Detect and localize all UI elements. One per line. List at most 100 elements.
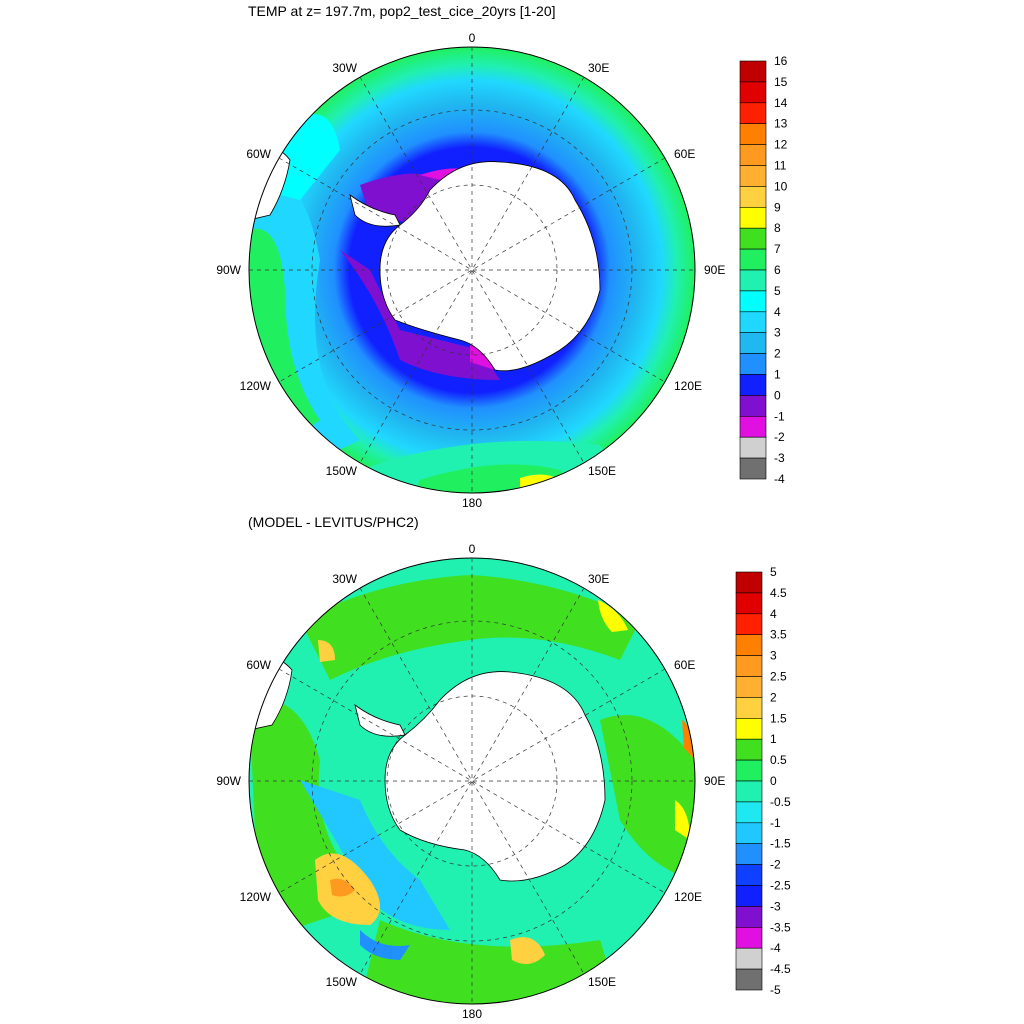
colorbar-label: 4 [770,607,777,621]
lon-label-30w: 30W [332,61,357,75]
colorbar-label: -3 [774,451,785,465]
colorbar-label: 2 [770,690,777,704]
colorbar-label: 0 [774,388,781,402]
colorbar-label: 5 [774,284,781,298]
colorbar-swatch [739,332,767,354]
colorbar-swatch [735,780,763,803]
colorbar-swatch [735,676,763,698]
colorbar-swatch [739,165,767,187]
lon-label-30e: 30E [588,572,609,586]
colorbar-label: -4 [774,472,785,486]
colorbar-swatch [739,186,767,208]
colorbar-swatch [739,290,767,313]
bottom-longitude-labels: 0 180 90W 90E 30W 30E 60W 60E 120W 120E … [216,542,725,1021]
colorbar-label: -2.5 [770,879,791,893]
antarctica-top [379,161,601,372]
colorbar-label: 11 [774,159,787,173]
colorbar-swatch [735,738,763,761]
lon-label-60e: 60E [674,658,695,672]
colorbar-swatch [735,947,763,970]
lon-label-150e: 150E [588,464,616,478]
lon-label-0: 0 [469,31,476,45]
colorbar-label: 3.5 [770,628,787,642]
lon-label-90w: 90W [216,263,241,277]
lon-label-120e: 120E [674,379,702,393]
colorbar-swatch [735,759,763,782]
lon-label-180: 180 [462,1007,482,1021]
colorbar-swatch [739,102,767,125]
colorbar-label: -1.5 [770,837,791,851]
colorbar-swatch [739,81,767,104]
colorbar-label: 8 [774,221,781,235]
colorbar-label: 16 [774,54,788,68]
colorbar-label: -0.5 [770,795,791,809]
colorbar-label: 1.5 [770,711,787,725]
colorbar-swatch [735,634,763,656]
bottom-panel-title: (MODEL - LEVITUS/PHC2) [248,514,419,530]
colorbar-label: 12 [774,138,788,152]
colorbar-swatch [739,374,767,396]
colorbar-label: 3 [774,326,781,340]
top-panel-title: TEMP at z= 197.7m, pop2_test_cice_20yrs … [248,3,556,19]
colorbar-label: 4.5 [770,586,787,600]
colorbar-label: 3 [770,649,777,663]
lon-label-90e: 90E [704,774,725,788]
antarctica-bottom [384,671,606,882]
colorbar-label: 6 [774,263,781,277]
lon-label-60e: 60E [674,147,695,161]
colorbar-swatch [735,843,763,865]
lon-label-90w: 90W [216,774,241,788]
colorbar-label: -2 [770,858,781,872]
colorbar-label: 10 [774,179,788,193]
colorbar-label: -3.5 [770,920,791,934]
colorbar-swatch [735,613,763,635]
colorbar-label: 7 [774,242,781,256]
colorbar-label: -4.5 [770,962,791,976]
lon-label-30e: 30E [588,61,609,75]
colorbar-swatch [735,968,763,991]
colorbar-swatch [739,227,767,250]
colorbar-label: -1 [770,816,781,830]
lon-label-180: 180 [462,496,482,510]
colorbar-label: 2 [774,347,781,361]
bottom-colorbar: 5 4.5 4 3.5 3 2.5 2 1.5 1 0.5 0 -0.5 -1 -1.5 -2 -2.5 -3 -… [735,565,791,997]
colorbar-swatch [735,864,763,886]
colorbar-label: 0.5 [770,753,787,767]
colorbar-swatch [739,311,767,333]
colorbar-label: 15 [774,75,788,89]
colorbar-swatch [739,123,767,145]
colorbar-swatch [739,395,767,417]
colorbar-swatch [735,885,763,907]
colorbar-label: 1 [774,368,781,382]
lon-label-0: 0 [469,542,476,556]
colorbar-swatch [739,269,767,292]
colorbar-label: 9 [774,200,781,214]
lon-label-60w: 60W [246,147,271,161]
bottom-graticule [249,558,695,1004]
colorbar-swatch [735,697,763,719]
colorbar-label: 1 [770,732,777,746]
colorbar-label: 13 [774,117,788,131]
colorbar-label: -5 [770,983,781,997]
colorbar-label: 5 [770,565,777,579]
colorbar-swatch [739,415,767,438]
lon-label-150e: 150E [588,975,616,989]
lon-label-60w: 60W [246,658,271,672]
colorbar-label: -1 [774,409,785,423]
colorbar-swatch [735,592,763,615]
lon-label-150w: 150W [326,975,358,989]
colorbar-label: 0 [770,774,777,788]
lon-label-120w: 120W [240,379,272,393]
colorbar-label: -4 [770,941,781,955]
colorbar-swatch [735,906,763,928]
top-graticule [249,47,695,493]
colorbar-swatch [739,60,767,83]
lon-label-30w: 30W [332,572,357,586]
colorbar-swatch [735,655,763,677]
colorbar-label: 14 [774,96,788,110]
top-longitude-labels: 0 180 90W 90E 30W 30E 60W 60E 120W 120E … [216,31,725,510]
colorbar-swatch [735,926,763,949]
lon-label-120w: 120W [240,890,272,904]
